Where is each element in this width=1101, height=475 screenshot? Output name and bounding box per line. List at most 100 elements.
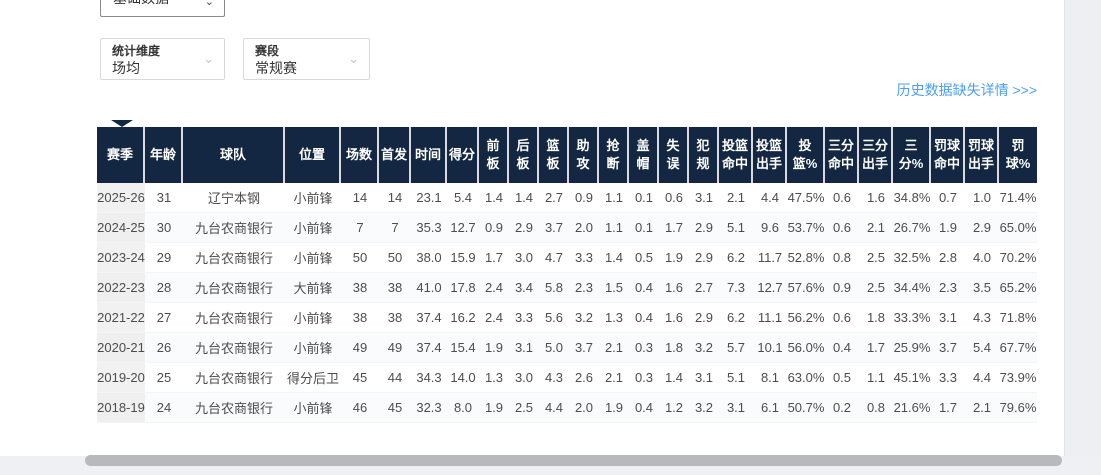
- stat-cell: 44: [379, 363, 411, 393]
- column-header[interactable]: 时间: [411, 127, 447, 183]
- column-header[interactable]: 后板: [509, 127, 539, 183]
- table-row: 2019-20 25 九台农商银行 得分后卫 45 44 34.3 14.0 1.3 3.0 4.3…: [97, 363, 1037, 393]
- stat-cell: 1.3: [599, 303, 629, 333]
- stat-cell: 2.5: [859, 243, 893, 273]
- stat-cell: 0.4: [629, 393, 659, 423]
- column-header[interactable]: 球队: [183, 127, 285, 183]
- stat-cell: 1.1: [599, 183, 629, 213]
- stat-cell: 小前锋: [285, 303, 341, 333]
- stage-select[interactable]: 赛段 常规赛 ⌄: [243, 38, 370, 80]
- column-header[interactable]: 年龄: [145, 127, 183, 183]
- stat-cell: 28: [145, 273, 183, 303]
- stat-cell: 2.9: [965, 213, 999, 243]
- stat-cell: 34.4%: [893, 273, 931, 303]
- stat-cell: 34.8%: [893, 183, 931, 213]
- stat-cell: 24: [145, 393, 183, 423]
- stat-cell: 45.1%: [893, 363, 931, 393]
- stat-cell: 38: [379, 273, 411, 303]
- column-header[interactable]: 三分命中: [825, 127, 859, 183]
- column-header[interactable]: 助攻: [569, 127, 599, 183]
- category-select[interactable]: 基础数据 ⌄: [100, 0, 225, 17]
- column-header[interactable]: 首发: [379, 127, 411, 183]
- stat-cell: 大前锋: [285, 273, 341, 303]
- stat-cell: 6.2: [719, 303, 753, 333]
- stat-cell: 2.9: [689, 243, 719, 273]
- stat-cell: 1.4: [509, 183, 539, 213]
- column-header[interactable]: 三分出手: [859, 127, 893, 183]
- stat-cell: 九台农商银行: [183, 303, 285, 333]
- stat-cell: 0.8: [825, 243, 859, 273]
- column-header[interactable]: 前板: [479, 127, 509, 183]
- stat-cell: 4.3: [539, 363, 569, 393]
- stat-cell: 4.7: [539, 243, 569, 273]
- column-header[interactable]: 场数: [341, 127, 379, 183]
- stat-cell: 17.8: [447, 273, 479, 303]
- stat-cell: 4.4: [753, 183, 787, 213]
- column-header[interactable]: 得分: [447, 127, 479, 183]
- stat-cell: 小前锋: [285, 183, 341, 213]
- stat-cell: 0.2: [825, 393, 859, 423]
- stat-cell: 12.7: [753, 273, 787, 303]
- right-gutter: [1064, 0, 1101, 475]
- stat-cell: 1.3: [479, 363, 509, 393]
- column-header[interactable]: 投篮%: [787, 127, 825, 183]
- stat-cell: 1.4: [479, 183, 509, 213]
- stat-cell: 0.4: [629, 303, 659, 333]
- column-header[interactable]: 犯规: [689, 127, 719, 183]
- stat-cell: 2.0: [569, 213, 599, 243]
- stat-cell: 5.6: [539, 303, 569, 333]
- table-row: 2018-19 24 九台农商银行 小前锋 46 45 32.3 8.0 1.9 2.5 4.4 2.…: [97, 393, 1037, 423]
- stat-cell: 46: [341, 393, 379, 423]
- stat-cell: 2.1: [599, 363, 629, 393]
- dimension-select-label: 统计维度: [112, 44, 161, 58]
- horizontal-scrollbar-thumb[interactable]: [85, 455, 1062, 466]
- table-row: 2025-26 31 辽宁本钢 小前锋 14 14 23.1 5.4 1.4 1.4 2.7 0.9 1…: [97, 183, 1037, 213]
- stat-cell: 4.0: [965, 243, 999, 273]
- table-row: 2021-22 27 九台农商银行 小前锋 38 38 37.4 16.2 2.4 3.3 5.6 3…: [97, 303, 1037, 333]
- stat-cell: 1.1: [599, 213, 629, 243]
- dimension-select-value: 场均: [112, 60, 140, 76]
- stat-cell: 45: [341, 363, 379, 393]
- stat-cell: 九台农商银行: [183, 333, 285, 363]
- column-header[interactable]: 三分%: [893, 127, 931, 183]
- stat-cell: 23.1: [411, 183, 447, 213]
- column-header[interactable]: 投篮出手: [753, 127, 787, 183]
- column-header[interactable]: 投篮命中: [719, 127, 753, 183]
- dimension-select[interactable]: 统计维度 场均 ⌄: [100, 38, 225, 80]
- stat-cell: 35.3: [411, 213, 447, 243]
- chevron-down-icon: ⌄: [348, 51, 359, 66]
- column-header[interactable]: 罚球出手: [965, 127, 999, 183]
- stat-cell: 0.6: [659, 183, 689, 213]
- season-cell: 2018-19: [97, 393, 145, 423]
- stat-cell: 38: [341, 303, 379, 333]
- stat-cell: 21.6%: [893, 393, 931, 423]
- stat-cell: 65.2%: [999, 273, 1037, 303]
- stat-cell: 1.7: [931, 393, 965, 423]
- stat-cell: 3.1: [689, 363, 719, 393]
- column-header[interactable]: 盖帽: [629, 127, 659, 183]
- stat-cell: 27: [145, 303, 183, 333]
- stat-cell: 1.0: [965, 183, 999, 213]
- stat-cell: 26.7%: [893, 213, 931, 243]
- column-header[interactable]: 罚球命中: [931, 127, 965, 183]
- stat-cell: 16.2: [447, 303, 479, 333]
- stat-cell: 33.3%: [893, 303, 931, 333]
- stat-cell: 3.1: [509, 333, 539, 363]
- stat-cell: 1.8: [859, 303, 893, 333]
- history-missing-link[interactable]: 历史数据缺失详情 >>>: [896, 82, 1037, 98]
- stat-cell: 九台农商银行: [183, 393, 285, 423]
- column-header[interactable]: 赛季: [97, 127, 145, 183]
- stat-cell: 6.1: [753, 393, 787, 423]
- stat-cell: 7.3: [719, 273, 753, 303]
- column-header[interactable]: 失误: [659, 127, 689, 183]
- column-header[interactable]: 抢断: [599, 127, 629, 183]
- column-header[interactable]: 位置: [285, 127, 341, 183]
- stat-cell: 5.0: [539, 333, 569, 363]
- column-header[interactable]: 篮板: [539, 127, 569, 183]
- column-header[interactable]: 罚球%: [999, 127, 1037, 183]
- stat-cell: 38.0: [411, 243, 447, 273]
- stat-cell: 30: [145, 213, 183, 243]
- stat-cell: 2.4: [479, 273, 509, 303]
- table-row: 2023-24 29 九台农商银行 小前锋 50 50 38.0 15.9 1.7 3.0 4.7 3…: [97, 243, 1037, 273]
